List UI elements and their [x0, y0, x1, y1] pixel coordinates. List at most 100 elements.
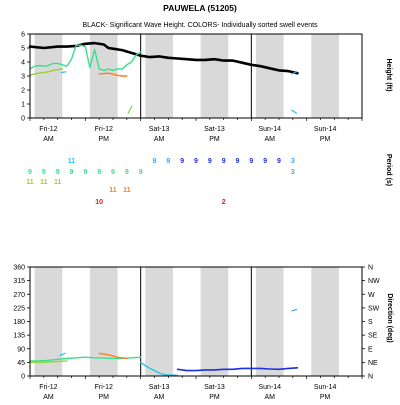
period-label: 9	[56, 169, 60, 176]
direction-night-shade	[89, 267, 118, 376]
height-series-yellowgreen	[29, 68, 63, 77]
period-label: 9	[70, 169, 74, 176]
height-night-shade	[255, 34, 284, 118]
chart-title: PAUWELA (51205)	[163, 3, 237, 13]
direction-ampm-label: PM	[99, 394, 110, 400]
direction-day-label: Sun-14	[314, 384, 337, 391]
height-series-skyblue	[291, 71, 298, 75]
period-label: 11	[54, 179, 62, 186]
height-day-label: Sun-14	[258, 126, 281, 133]
direction-ytick-label: 270	[13, 292, 25, 299]
height-axis-label: Height (ft)	[385, 58, 392, 91]
direction-rtick-label: NW	[368, 278, 380, 285]
height-series-cyan	[60, 71, 67, 74]
direction-rtick-label: NE	[368, 360, 378, 367]
height-panel: 0 1 2 3 4 5 6 Fri-12 AM Fri-12 PM Sat-13 AM Sat-13 PM S…	[21, 32, 363, 143]
period-label: 9	[97, 169, 101, 176]
direction-night-shade	[200, 267, 229, 376]
height-ampm-label: PM	[320, 136, 331, 143]
direction-series-blue	[176, 366, 299, 372]
direction-ytick-label: 180	[13, 319, 25, 326]
period-label: 9	[263, 158, 267, 165]
height-night-shade	[145, 34, 173, 118]
height-day-label: Sun-14	[314, 126, 337, 133]
period-label: 11	[26, 179, 34, 186]
height-series-lime	[127, 105, 133, 114]
period-label: 9	[139, 169, 143, 176]
height-ampm-label: AM	[154, 136, 165, 143]
period-label: 9	[153, 158, 157, 165]
height-ytick-label: 4	[21, 60, 25, 67]
height-frame	[29, 33, 363, 119]
period-label: 9	[249, 158, 253, 165]
period-label: 9	[83, 169, 87, 176]
direction-series-cyan	[59, 352, 66, 356]
height-series-cyan	[291, 109, 298, 114]
direction-ampm-label: AM	[43, 394, 54, 400]
height-ytick-label: 0	[21, 116, 25, 123]
direction-ampm-label: PM	[320, 394, 331, 400]
height-ampm-label: PM	[209, 136, 220, 143]
period-label: 9	[28, 169, 32, 176]
period-axis-label: Period (s)	[385, 154, 392, 186]
height-day-label: Sat-13	[204, 126, 225, 133]
period-label: 9	[236, 158, 240, 165]
height-ytick-label: 1	[21, 102, 25, 109]
period-label: 3	[291, 169, 295, 176]
height-ytick-label: 5	[21, 46, 25, 53]
height-night-shade	[311, 34, 339, 118]
direction-rtick-label: E	[368, 346, 373, 353]
period-label: 9	[166, 158, 170, 165]
height-ampm-label: PM	[99, 136, 110, 143]
direction-series-cyan	[139, 361, 179, 377]
direction-night-shade	[145, 267, 173, 376]
height-day-label: Fri-12	[95, 126, 113, 133]
direction-rtick-label: N	[368, 265, 373, 272]
direction-rtick-label: N	[368, 374, 373, 381]
direction-night-shade	[34, 267, 63, 376]
direction-night-shade	[311, 267, 339, 376]
direction-night-shade	[255, 267, 284, 376]
direction-ytick-label: 0	[21, 374, 25, 381]
direction-ampm-label: PM	[209, 394, 220, 400]
direction-rtick-label: W	[368, 292, 375, 299]
period-label: 11	[68, 158, 76, 165]
period-label: 9	[277, 158, 281, 165]
height-night-shade	[200, 34, 229, 118]
period-label: 9	[208, 158, 212, 165]
period-label: 11	[40, 179, 48, 186]
direction-day-label: Sat-13	[204, 384, 225, 391]
height-day-label: Fri-12	[39, 126, 57, 133]
direction-ytick-label: 90	[17, 346, 25, 353]
direction-day-label: Fri-12	[95, 384, 113, 391]
period-label: 11	[123, 187, 131, 194]
period-label: 11	[109, 187, 117, 194]
direction-ampm-label: AM	[154, 394, 165, 400]
period-panel: 9 9 9 9 9 9 9 9 9 11 11 11 11 11 11 10 9 9 9 9 9 9 9 9 9 9 3 3 2	[26, 158, 295, 206]
period-label: 10	[95, 199, 103, 206]
period-label: 9	[42, 169, 46, 176]
height-series-black	[28, 41, 299, 75]
direction-frame	[29, 266, 363, 377]
direction-ytick-label: 45	[17, 360, 25, 367]
period-label: 9	[222, 158, 226, 165]
direction-ytick-label: 225	[13, 305, 25, 312]
direction-day-label: Fri-12	[39, 384, 57, 391]
height-series-orange	[98, 72, 128, 77]
direction-panel: 0 N 45 NE 90 E 135 SE 180 S 225 SW 270 W 315 NW 360 N Fri-…	[13, 265, 380, 402]
direction-ytick-label: 360	[13, 265, 25, 272]
period-label: 9	[180, 158, 184, 165]
height-series-green	[29, 44, 142, 72]
height-day-label: Sat-13	[149, 126, 170, 133]
direction-series-yellowgreen	[29, 360, 68, 364]
direction-ytick-label: 315	[13, 278, 25, 285]
height-ytick-label: 6	[21, 32, 25, 39]
direction-rtick-label: SE	[368, 333, 378, 340]
direction-axis-label: Direction (deg)	[386, 293, 393, 342]
direction-series-orange	[98, 352, 128, 360]
height-night-shade	[89, 34, 118, 118]
height-ytick-label: 3	[21, 74, 25, 81]
direction-series-skyblue	[291, 308, 298, 312]
